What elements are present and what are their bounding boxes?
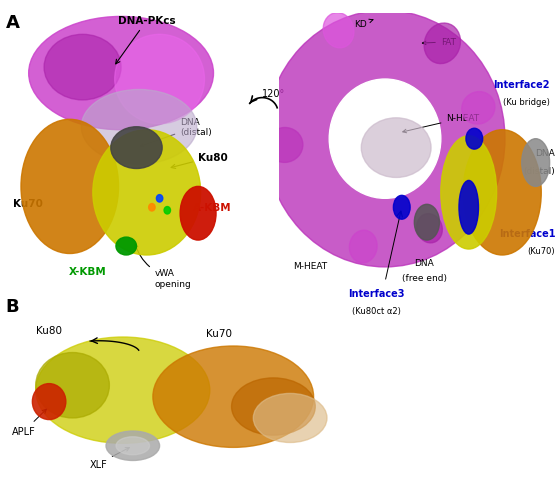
Ellipse shape bbox=[116, 437, 150, 455]
Text: vWA
opening: vWA opening bbox=[134, 244, 191, 288]
Ellipse shape bbox=[461, 92, 495, 125]
Text: Interface2: Interface2 bbox=[493, 80, 550, 90]
Text: (distal): (distal) bbox=[523, 166, 555, 175]
Ellipse shape bbox=[148, 204, 155, 212]
Ellipse shape bbox=[417, 214, 442, 243]
Text: (Ku80ct α2): (Ku80ct α2) bbox=[352, 306, 401, 315]
Ellipse shape bbox=[32, 384, 66, 420]
Text: X-KBM: X-KBM bbox=[69, 266, 107, 276]
Ellipse shape bbox=[466, 129, 483, 150]
Text: Interface1: Interface1 bbox=[499, 228, 555, 239]
Ellipse shape bbox=[106, 431, 160, 460]
Text: Ku80: Ku80 bbox=[171, 152, 228, 169]
Ellipse shape bbox=[156, 195, 163, 203]
Text: DNA: DNA bbox=[414, 258, 434, 267]
Ellipse shape bbox=[323, 13, 354, 48]
Text: (Ku70): (Ku70) bbox=[527, 247, 555, 255]
Circle shape bbox=[329, 80, 441, 199]
Circle shape bbox=[265, 12, 505, 267]
Ellipse shape bbox=[44, 35, 121, 101]
Ellipse shape bbox=[93, 131, 201, 255]
Text: Ku70: Ku70 bbox=[206, 328, 233, 338]
Text: (Ku bridge): (Ku bridge) bbox=[503, 98, 550, 107]
Ellipse shape bbox=[441, 136, 497, 250]
Ellipse shape bbox=[522, 139, 550, 187]
Ellipse shape bbox=[459, 181, 479, 235]
Ellipse shape bbox=[393, 196, 410, 220]
Ellipse shape bbox=[81, 90, 197, 165]
Text: M-HEAT: M-HEAT bbox=[293, 262, 327, 270]
Text: (free end): (free end) bbox=[402, 273, 446, 282]
Text: FAT: FAT bbox=[422, 38, 456, 47]
Text: Ku70: Ku70 bbox=[13, 199, 43, 209]
Ellipse shape bbox=[267, 128, 303, 163]
Ellipse shape bbox=[349, 231, 377, 264]
Text: B: B bbox=[6, 298, 19, 315]
Text: APLF: APLF bbox=[12, 409, 46, 436]
Ellipse shape bbox=[253, 394, 327, 443]
Ellipse shape bbox=[36, 353, 109, 418]
Ellipse shape bbox=[164, 207, 171, 215]
Text: DNA
(distal): DNA (distal) bbox=[140, 118, 212, 147]
Text: XLF: XLF bbox=[89, 448, 129, 469]
Ellipse shape bbox=[36, 337, 210, 444]
Ellipse shape bbox=[153, 346, 314, 447]
Text: DNA: DNA bbox=[536, 148, 555, 157]
Ellipse shape bbox=[232, 378, 315, 435]
Ellipse shape bbox=[28, 17, 214, 131]
Text: Ku80: Ku80 bbox=[36, 325, 62, 335]
Ellipse shape bbox=[414, 205, 440, 240]
Text: N-HEAT: N-HEAT bbox=[403, 114, 479, 133]
Text: 120°: 120° bbox=[262, 89, 285, 98]
Ellipse shape bbox=[115, 35, 204, 124]
Ellipse shape bbox=[180, 187, 216, 240]
Ellipse shape bbox=[424, 24, 460, 64]
Text: A: A bbox=[6, 14, 20, 32]
Text: Interface3: Interface3 bbox=[348, 288, 405, 298]
Ellipse shape bbox=[111, 128, 162, 169]
Ellipse shape bbox=[116, 238, 137, 255]
Text: KD: KD bbox=[354, 20, 373, 29]
Text: DNA-PKcs: DNA-PKcs bbox=[116, 16, 176, 65]
Ellipse shape bbox=[21, 120, 118, 254]
Text: A-KBM: A-KBM bbox=[193, 203, 232, 213]
Ellipse shape bbox=[362, 119, 431, 178]
Ellipse shape bbox=[463, 131, 541, 255]
